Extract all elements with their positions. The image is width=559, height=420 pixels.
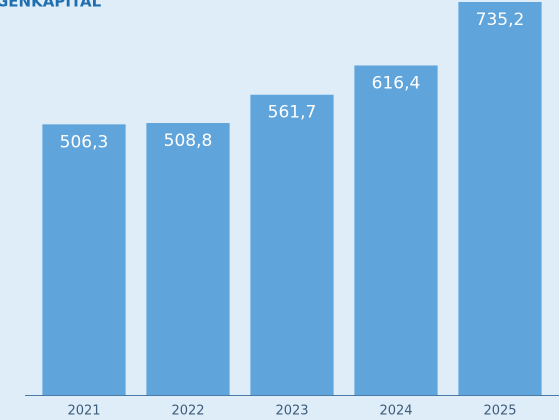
x-tick-label: 2023 <box>275 404 308 419</box>
value-label: 506,3 <box>60 132 109 152</box>
x-tick-label: 2025 <box>483 404 516 419</box>
bar <box>42 124 126 396</box>
bar <box>354 65 438 396</box>
value-label: 508,8 <box>164 131 213 151</box>
x-tick-label: 2022 <box>171 404 204 419</box>
bar <box>146 123 230 395</box>
x-tick-label: 2024 <box>379 404 412 419</box>
x-tick-label: 2021 <box>67 404 100 419</box>
value-label: 735,2 <box>476 10 525 30</box>
chart-title: GENKAPITAL <box>0 0 102 11</box>
value-label: 561,7 <box>268 103 317 123</box>
bar <box>458 2 542 395</box>
value-label: 616,4 <box>372 74 421 94</box>
bar <box>250 94 334 396</box>
